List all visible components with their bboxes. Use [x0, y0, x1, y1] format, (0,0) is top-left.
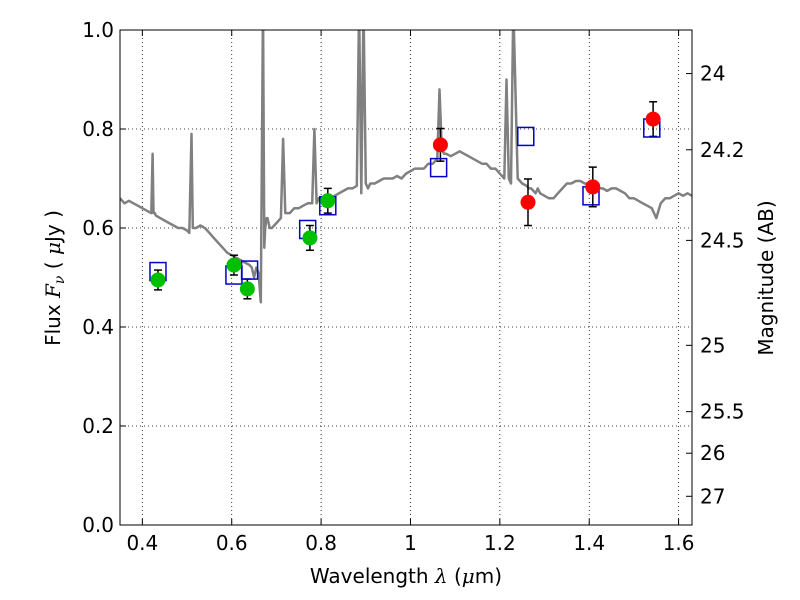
spectrum-line — [120, 30, 692, 304]
y-tick-labels: 0.0 0.2 0.4 0.6 0.8 1.0 — [82, 18, 114, 537]
x-axis-label: Wavelength λ (μm) — [310, 564, 502, 588]
green-data-point — [320, 193, 336, 209]
green-data-point — [226, 257, 242, 273]
y-tick-label: 0.8 — [82, 117, 114, 141]
y2-tick-label: 27 — [700, 484, 725, 508]
y-tick-label: 0.6 — [82, 216, 114, 240]
grid-lines — [120, 30, 692, 525]
y2-tick-label: 25 — [700, 333, 725, 357]
x-tick-label: 1.4 — [573, 531, 605, 555]
x-tick-label: 1 — [404, 531, 417, 555]
y-axis-label: Flux Fν ( μJy ) — [41, 210, 68, 346]
x-tick-label: 1.6 — [663, 531, 695, 555]
x-tick-label: 0.6 — [216, 531, 248, 555]
y-tick-label: 0.2 — [82, 414, 114, 438]
y2-axis-label: Magnitude (AB) — [754, 200, 778, 355]
model-photometry-box — [517, 126, 535, 147]
green-data-point — [150, 272, 166, 288]
y2-tick-label: 26 — [700, 441, 725, 465]
x-tick-label: 0.4 — [126, 531, 158, 555]
green-data-point — [239, 281, 255, 297]
x-tick-label: 0.8 — [305, 531, 337, 555]
red-data-point — [520, 194, 536, 210]
model-photometry-box — [240, 260, 259, 280]
red-data-point — [645, 111, 661, 127]
x-tick-label: 1.2 — [484, 531, 516, 555]
y2-tick-label: 24.5 — [700, 228, 745, 252]
y-tick-label: 0.0 — [82, 513, 114, 537]
y2-tick-label: 24 — [700, 62, 725, 86]
x-tick-labels: 0.4 0.6 0.8 1 1.2 1.4 1.6 — [126, 531, 694, 555]
axis-ticks — [120, 29, 692, 526]
red-data-point — [432, 137, 448, 153]
green-data-point — [302, 230, 318, 246]
y2-tick-label: 25.5 — [700, 400, 745, 424]
y2-tick-label: 24.2 — [700, 138, 745, 162]
data-point-layer — [150, 111, 661, 297]
y-tick-label: 1.0 — [82, 18, 114, 42]
y2-tick-labels: 24 24.2 24.5 25 25.5 26 27 — [700, 62, 745, 509]
y-tick-label: 0.4 — [82, 315, 114, 339]
spectrum-layer — [120, 30, 692, 304]
red-data-point — [585, 179, 601, 195]
plot-frame — [119, 29, 693, 526]
model-photometry-box — [429, 157, 448, 178]
